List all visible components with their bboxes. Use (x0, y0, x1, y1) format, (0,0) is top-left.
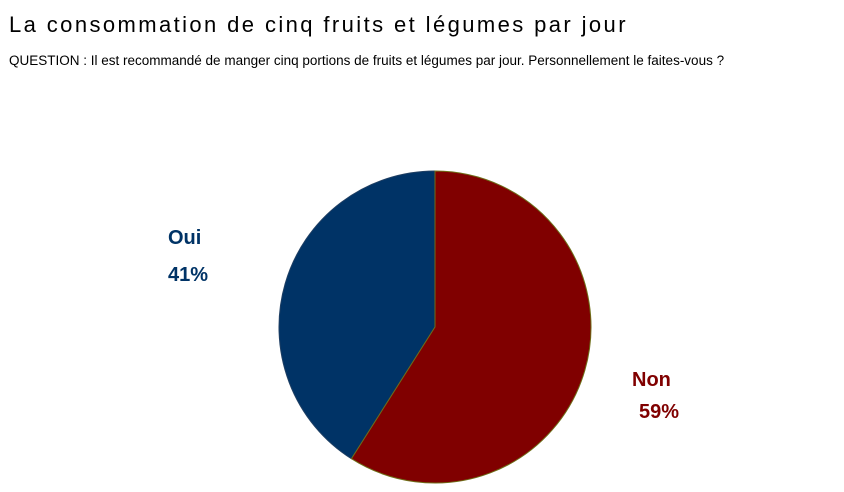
slice-value-non: 59% (639, 401, 679, 423)
pie-slice-oui (278, 170, 436, 460)
slice-label-non: Non (632, 369, 671, 391)
pie-labels: Oui 41% Non 59% (168, 227, 679, 423)
pie-slices (278, 170, 592, 484)
question-text: QUESTION : Il est recommandé de manger c… (9, 53, 725, 68)
chart-title: La consommation de cinq fruits et légume… (9, 12, 628, 37)
slice-value-oui: 41% (168, 264, 208, 286)
pie-slice-non (350, 170, 592, 484)
slice-label-oui: Oui (168, 227, 201, 249)
